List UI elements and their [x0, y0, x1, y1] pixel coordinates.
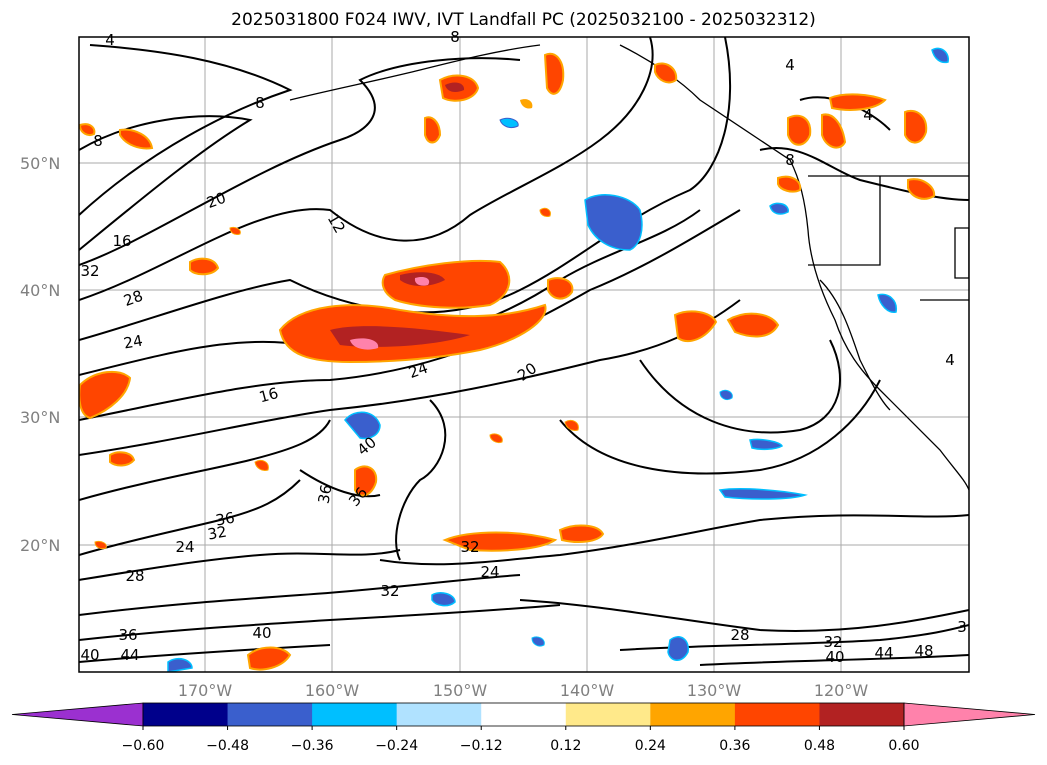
lon-label-140w: 140°W	[560, 681, 615, 700]
colorbar-tick-label: −0.24	[375, 738, 418, 754]
contour-label: 4	[105, 31, 115, 49]
colorbar-segment	[734, 703, 820, 726]
colorbar-segment	[565, 703, 651, 726]
contour-label: 28	[125, 567, 144, 585]
contour-label: 8	[255, 94, 265, 112]
colorbar-tick-label: 0.24	[635, 738, 666, 754]
colorbar-frame	[142, 702, 905, 727]
coastlines	[289, 44, 969, 491]
contour-label: 4	[785, 56, 795, 74]
contour-label: 32	[823, 633, 842, 651]
lat-label-20n: 20°N	[20, 536, 60, 555]
colorbar-tick-label: 0.60	[888, 738, 919, 754]
lon-label-170w: 170°W	[178, 681, 233, 700]
contour-label: 24	[122, 332, 144, 353]
lat-label-30n: 30°N	[20, 408, 60, 427]
contour-label: 44	[120, 646, 139, 664]
contour-label: 32	[460, 538, 479, 556]
iwv-contours	[79, 37, 969, 666]
contour-label: 40	[80, 646, 99, 664]
colorbar-segment	[396, 703, 482, 726]
colorbar-tick-label: 0.36	[719, 738, 750, 754]
lon-label-130w: 130°W	[687, 681, 742, 700]
negative-anomaly-patches	[167, 47, 949, 672]
contour-label: 28	[121, 287, 145, 310]
colorbar-segment	[227, 703, 313, 726]
contour-label: 8	[785, 151, 795, 169]
colorbar-segment	[312, 703, 398, 726]
contour-label: 40	[252, 624, 271, 642]
lon-label-150w: 150°W	[433, 681, 488, 700]
colorbar-tick-label: −0.60	[122, 738, 165, 754]
contour-label: 36	[214, 509, 236, 530]
contour-label: 4	[863, 106, 873, 124]
lat-label-50n: 50°N	[20, 154, 60, 173]
colorbar-extend-low	[11, 702, 144, 727]
colorbar-tick-label: −0.12	[460, 738, 503, 754]
contour-label: 32	[80, 262, 99, 280]
colorbar-segment	[819, 703, 905, 726]
contour-label: 36	[118, 626, 137, 644]
contour-label: 32	[206, 523, 228, 544]
longitude-labels: 170°W 160°W 150°W 140°W 130°W 120°W	[178, 681, 869, 700]
contour-label: 24	[406, 359, 430, 382]
contour-label: 16	[112, 232, 131, 250]
map-border	[78, 36, 970, 673]
positive-anomaly-patches	[79, 52, 936, 671]
contour-label: 48	[914, 642, 933, 660]
contour-label: 32	[380, 582, 399, 600]
contour-label: 20	[204, 189, 228, 212]
lon-label-160w: 160°W	[305, 681, 360, 700]
contour-label: 36	[315, 483, 336, 505]
contour-label: 16	[257, 384, 280, 406]
contour-label: 8	[450, 28, 460, 46]
map-title: 2025031800 F024 IWV, IVT Landfall PC (20…	[231, 10, 816, 30]
contour-label: 3	[957, 618, 967, 636]
contour-label: 24	[480, 563, 499, 581]
colorbar	[11, 702, 1036, 727]
colorbar-extend-high	[903, 702, 1036, 727]
colorbar-tick-label: −0.48	[206, 738, 249, 754]
colorbar-tick-label: 0.48	[804, 738, 835, 754]
contour-label: 8	[93, 132, 103, 150]
latitude-labels: 50°N 40°N 30°N 20°N	[20, 154, 60, 555]
colorbar-segment	[650, 703, 736, 726]
contour-label: 28	[730, 626, 749, 644]
colorbar-ticks: −0.60 −0.48 −0.36 −0.24 −0.12 0.12 0.24 0.36 0.4…	[122, 726, 920, 754]
lon-label-120w: 120°W	[814, 681, 869, 700]
colorbar-tick-label: −0.36	[291, 738, 334, 754]
contour-label: 24	[175, 538, 194, 556]
colorbar-segment	[143, 703, 229, 726]
colorbar-tick-label: 0.12	[550, 738, 581, 754]
map-panel	[79, 37, 969, 672]
contour-label: 4	[945, 351, 955, 369]
lat-label-40n: 40°N	[20, 281, 60, 300]
contour-label: 40	[825, 648, 844, 666]
contour-label: 44	[874, 644, 893, 662]
colorbar-segment	[481, 703, 567, 726]
